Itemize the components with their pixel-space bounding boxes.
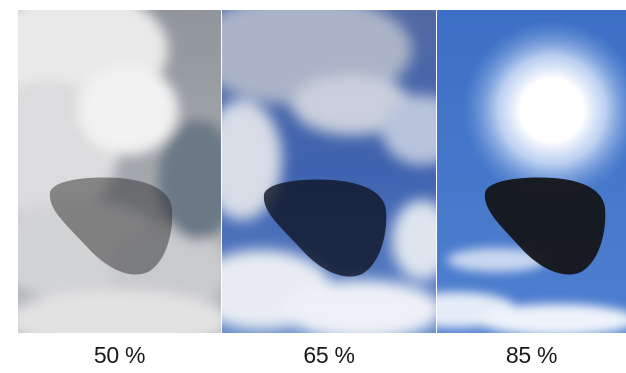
tint-label-85: 85 %	[505, 342, 558, 368]
cloud-mass	[222, 10, 436, 333]
blue-sky-scene	[222, 10, 436, 333]
lens-50-percent	[49, 177, 173, 275]
cloudy-sky-photo	[18, 10, 221, 333]
blue-sky-clouds-photo	[222, 10, 436, 333]
sunny-sky-scene	[437, 10, 626, 333]
cloudy-sky-scene	[18, 10, 221, 333]
sunny-sky-photo	[437, 10, 626, 333]
cloud-bank	[437, 248, 626, 333]
lens-65-percent	[263, 179, 387, 277]
tint-label-65: 65 %	[303, 342, 355, 368]
lens-85-percent	[484, 177, 606, 275]
tint-label-50: 50 %	[93, 342, 146, 368]
sun	[462, 20, 626, 200]
